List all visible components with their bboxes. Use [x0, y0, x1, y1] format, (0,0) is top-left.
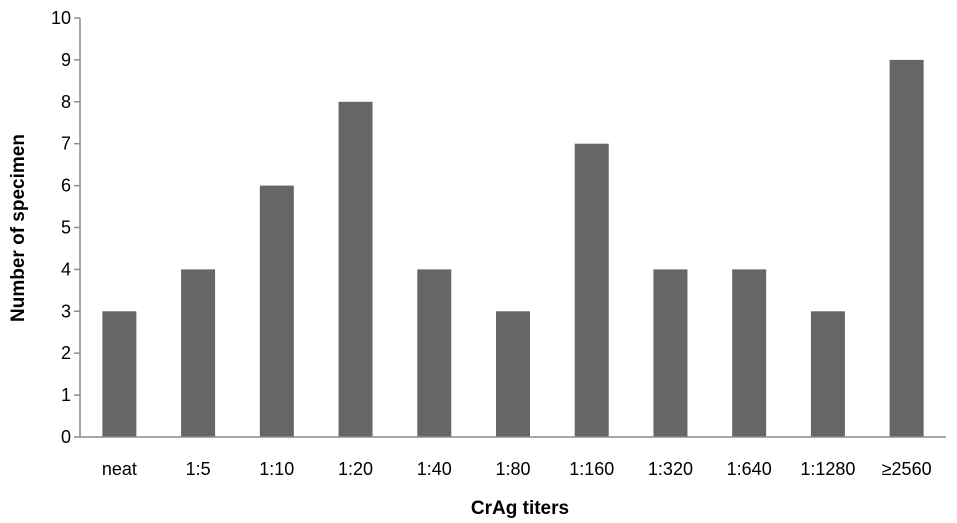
- x-tick-label: 1:5: [186, 459, 211, 479]
- bar-5: [496, 311, 530, 437]
- bar-7: [653, 269, 688, 437]
- bars: [102, 59, 924, 438]
- y-tick-label: 4: [61, 259, 71, 279]
- bar-2: [259, 185, 294, 437]
- y-tick-label: 7: [61, 134, 71, 154]
- x-tick-label: neat: [102, 459, 137, 479]
- y-axis-ticks: 0 1 2 3 4 5 6 7 8 9 10: [51, 8, 80, 447]
- x-tick-label: 1:1280: [800, 459, 855, 479]
- x-tick-label: 1:640: [727, 459, 772, 479]
- bar-1: [181, 269, 216, 437]
- x-tick-label: 1:160: [569, 459, 614, 479]
- bar-10: [889, 59, 924, 438]
- y-tick-label: 3: [61, 301, 71, 321]
- x-tick-label: 1:40: [417, 459, 452, 479]
- x-tick-label: 1:10: [259, 459, 294, 479]
- x-tick-label: 1:320: [648, 459, 693, 479]
- y-tick-label: 6: [61, 176, 71, 196]
- x-tick-label: 1:20: [338, 459, 373, 479]
- bar-0: [102, 311, 137, 437]
- bar-6: [574, 143, 609, 437]
- x-axis-ticks: neat 1:5 1:10 1:20 1:40 1:80 1:160 1:320 1:640 1:…: [102, 459, 932, 479]
- y-tick-label: 8: [61, 92, 71, 112]
- y-tick-label: 10: [51, 8, 71, 28]
- y-tick-label: 9: [61, 50, 71, 70]
- x-tick-label: 1:80: [495, 459, 530, 479]
- y-tick-label: 0: [61, 427, 71, 447]
- bar-3: [338, 101, 373, 438]
- y-tick-label: 1: [61, 385, 71, 405]
- y-tick-label: 2: [61, 343, 71, 363]
- y-tick-label: 5: [61, 218, 71, 238]
- bar-9: [810, 311, 845, 437]
- x-axis-title: CrAg titers: [471, 498, 569, 519]
- bar-8: [732, 269, 767, 437]
- bar-4: [417, 269, 452, 437]
- x-tick-label: ≥2560: [882, 459, 932, 479]
- y-axis-title: Number of specimen: [8, 134, 29, 322]
